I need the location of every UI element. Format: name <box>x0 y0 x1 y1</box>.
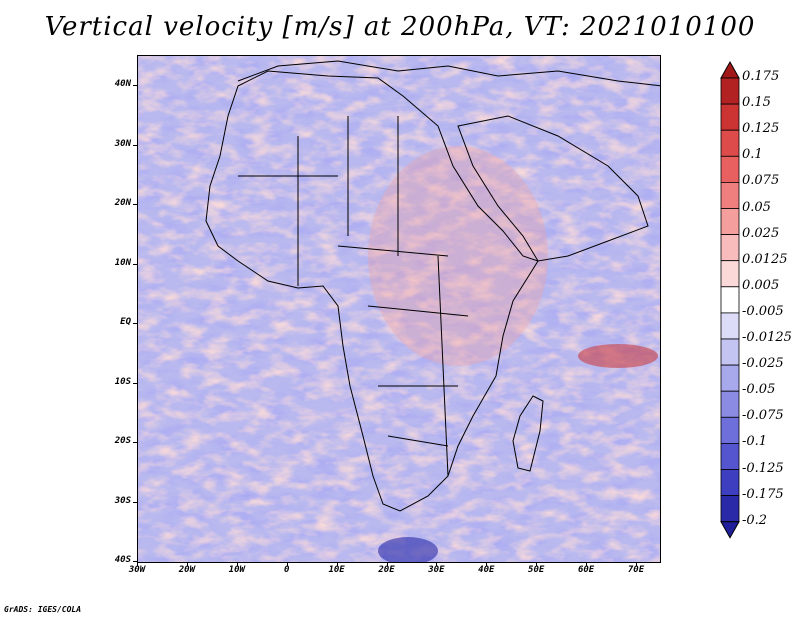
colorbar-level-label: -0.175 <box>742 486 784 502</box>
y-tick-mark <box>133 561 137 562</box>
y-tick-label: 20S <box>114 436 131 446</box>
coastlines <box>205 60 660 512</box>
colorbar-level-label: 0.0125 <box>742 251 788 267</box>
x-tick-label: 30E <box>428 565 445 575</box>
colorbar-segment <box>720 260 740 288</box>
colorbar-level-label: 0.025 <box>742 225 780 241</box>
colorbar-segment <box>720 182 740 209</box>
colorbar-level-label: -0.05 <box>742 382 776 398</box>
x-tick-label: 70E <box>627 565 645 575</box>
colorbar-level-label: -0.075 <box>742 408 784 424</box>
y-tick-mark <box>133 204 137 205</box>
x-tick-mark <box>436 563 438 566</box>
colorbar-level-label: 0.15 <box>742 95 771 111</box>
y-tick-label: 30S <box>114 495 131 506</box>
x-tick-label: 10E <box>328 565 345 575</box>
x-tick-label: 20W <box>178 565 196 575</box>
colorbar-segment <box>720 312 740 340</box>
map-panel[interactable] <box>137 55 661 563</box>
y-tick-label: EQ <box>120 317 131 327</box>
y-tick-mark <box>133 501 137 503</box>
x-tick-mark <box>286 563 288 566</box>
y-tick-label: 30N <box>114 138 131 149</box>
colorbar-segment <box>720 234 740 262</box>
colorbar-level-label: -0.2 <box>742 512 768 528</box>
y-tick-mark <box>133 85 137 86</box>
descent-region-south <box>378 537 438 562</box>
colorbar-segment <box>720 495 740 523</box>
x-tick-label: 50E <box>528 565 545 575</box>
africa-coastline <box>205 70 539 512</box>
map-canvas <box>138 56 660 562</box>
madagascar-coastline <box>512 395 544 472</box>
europe-coastline <box>237 60 660 87</box>
colorbar-level-label: 0.05 <box>742 199 771 215</box>
colorbar-segment <box>720 208 740 236</box>
colorbar-segment <box>720 416 740 444</box>
y-tick-label: 10N <box>114 257 131 268</box>
x-tick-mark <box>636 563 637 566</box>
y-tick-mark <box>133 144 137 146</box>
ascent-region-central-africa <box>368 146 548 366</box>
y-tick-mark <box>133 263 137 265</box>
colorbar-segment <box>720 77 740 105</box>
x-tick-label: 20E <box>378 565 395 575</box>
footer-credit: GrADS: IGES/COLA <box>4 605 82 614</box>
x-tick-mark <box>586 563 588 566</box>
y-tick-mark <box>133 442 137 443</box>
x-tick-label: 30W <box>128 565 146 575</box>
y-tick-label: 20N <box>114 198 131 208</box>
x-tick-mark <box>486 563 488 566</box>
x-tick-label: 10W <box>228 565 245 575</box>
colorbar-segment <box>720 155 740 183</box>
x-tick-mark <box>236 563 238 566</box>
colorbar-segment <box>720 286 740 314</box>
y-tick-label: 40S <box>114 555 131 565</box>
colorbar-segment <box>720 390 740 418</box>
colorbar-level-label: -0.0125 <box>742 330 792 345</box>
ascent-region-indian-ocean <box>578 344 658 368</box>
y-tick-label: 10S <box>114 376 131 387</box>
colorbar-segment <box>720 129 740 157</box>
country-borders <box>238 116 469 477</box>
y-tick-mark <box>133 323 137 324</box>
colorbar-level-label: -0.1 <box>742 434 768 450</box>
x-tick-mark <box>137 563 138 566</box>
colorbar-segment <box>720 338 740 366</box>
x-tick-mark <box>336 563 338 566</box>
colorbar-level-label: 0.075 <box>742 173 780 189</box>
colorbar-level-label: 0.175 <box>742 69 780 84</box>
colorbar-level-label: -0.125 <box>742 460 784 476</box>
colorbar-level-label: -0.005 <box>742 303 784 319</box>
y-tick-label: 40N <box>114 79 131 89</box>
x-tick-label: 60E <box>577 565 595 575</box>
colorbar-legend: 0.175 0.15 0.125 0.1 0.075 0.05 0.025 0.0125 0.0… <box>718 60 800 560</box>
colorbar-min-arrow <box>720 521 740 539</box>
colorbar-level-label: 0.1 <box>742 147 763 163</box>
colorbar-level-label: 0.005 <box>742 277 780 293</box>
colorbar-segment <box>720 364 740 392</box>
colorbar-level-label: 0.125 <box>742 121 780 137</box>
x-tick-mark <box>386 563 388 566</box>
colorbar-segment <box>720 469 740 497</box>
x-tick-label: 40E <box>478 565 495 575</box>
chart-title: Vertical velocity [m/s] at 200hPa, VT: 2… <box>44 12 756 42</box>
colorbar-segment <box>720 442 740 470</box>
x-tick-label: 0 <box>283 565 290 575</box>
x-tick-mark <box>186 563 188 566</box>
colorbar-max-arrow <box>720 60 740 79</box>
colorbar <box>720 60 740 539</box>
colorbar-segment <box>720 103 740 131</box>
x-tick-mark <box>536 563 538 566</box>
arabia-coastline <box>457 115 649 262</box>
y-tick-mark <box>133 382 137 384</box>
colorbar-level-label: -0.025 <box>742 356 784 372</box>
